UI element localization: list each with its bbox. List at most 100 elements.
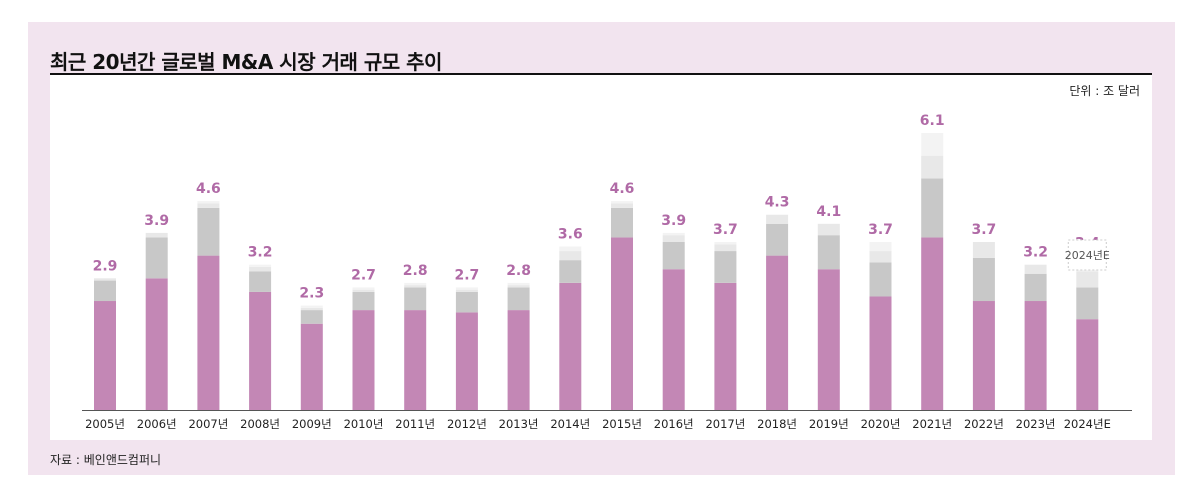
x-tick-label: 2009년	[292, 417, 332, 431]
chart-panel	[50, 75, 1152, 440]
bar-segment-12-2	[714, 244, 737, 252]
bar-segment-16-1	[921, 178, 944, 238]
bar-segment-14-0	[817, 269, 840, 410]
value-label: 3.9	[144, 213, 169, 229]
source-label: 자료 : 베인앤드컴퍼니	[50, 453, 162, 467]
value-label: 2.8	[506, 263, 531, 279]
bar-segment-10-3	[611, 201, 633, 204]
value-label: 3.7	[713, 222, 738, 238]
estimate-box	[1067, 239, 1107, 271]
bar-segment-3-0	[249, 291, 272, 410]
bar-segment-9-1	[559, 260, 582, 283]
title-rule	[50, 73, 1152, 75]
bar-segment-6-0	[404, 310, 427, 410]
bar-segment-2-3	[197, 201, 220, 204]
x-tick-label: 2021년	[912, 417, 952, 431]
x-tick-label: 2020년	[861, 417, 901, 431]
x-tick-label: 2005년	[85, 417, 125, 431]
bar-segment-14-1	[817, 235, 840, 270]
bar-segment-9-3	[559, 246, 582, 252]
bar-segment-0-0	[94, 301, 116, 410]
value-label: 2.3	[299, 286, 324, 302]
bar-segment-16-2	[921, 155, 944, 179]
bar-segment-3-2	[249, 266, 272, 272]
bar-segment-12-1	[714, 251, 737, 283]
bar-segment-6-2	[404, 285, 427, 288]
bar-segment-19-1	[1076, 287, 1099, 320]
bar-segment-10-2	[611, 203, 633, 208]
bar-segment-11-1	[662, 241, 685, 270]
bar-segment-7-1	[455, 291, 478, 313]
x-tick-label: 2016년	[654, 417, 694, 431]
unit-label: 단위 : 조 달러	[1069, 84, 1140, 98]
value-label: 3.2	[248, 245, 273, 261]
value-label: 3.6	[558, 227, 583, 243]
value-label: 6.1	[920, 113, 945, 129]
bar-segment-4-2	[300, 307, 323, 311]
bar-segment-12-3	[714, 241, 737, 245]
bar-segment-6-1	[404, 287, 427, 311]
value-label: 4.3	[765, 195, 790, 211]
bar-segment-4-0	[300, 323, 323, 410]
bar-segment-3-3	[249, 264, 272, 267]
bar-segment-11-2	[662, 235, 685, 242]
x-tick-label: 2013년	[499, 417, 539, 431]
bar-segment-1-0	[145, 278, 168, 410]
bar-segment-15-0	[869, 296, 892, 410]
bar-segment-1-1	[145, 237, 168, 279]
x-tick-label: 2008년	[240, 417, 280, 431]
bar-segment-8-3	[507, 282, 530, 286]
x-tick-label: 2017년	[705, 417, 745, 431]
value-label: 2.9	[93, 258, 118, 274]
bar-segment-7-0	[455, 312, 478, 410]
chart-title: 최근 20년간 글로벌 M&A 시장 거래 규모 추이	[50, 50, 442, 74]
bar-segment-18-1	[1024, 273, 1047, 302]
value-label: 4.6	[196, 181, 221, 197]
value-label: 3.9	[661, 213, 686, 229]
x-tick-label: 2023년	[1016, 417, 1056, 431]
x-tick-label: 2019년	[809, 417, 849, 431]
x-tick-label: 2011년	[395, 417, 435, 431]
bar-segment-14-2	[817, 223, 840, 236]
bar-segment-4-1	[300, 310, 323, 324]
bar-segment-1-2	[145, 232, 168, 238]
value-label: 3.2	[1023, 245, 1048, 261]
bar-segment-4-3	[300, 305, 323, 308]
bar-segment-5-2	[352, 289, 375, 292]
bar-segment-11-0	[662, 269, 685, 410]
bar-segment-17-1	[972, 257, 995, 302]
x-tick-label: 2010년	[344, 417, 384, 431]
bar-segment-7-3	[455, 287, 478, 290]
value-label: 4.6	[610, 181, 635, 197]
bar-segment-2-1	[197, 207, 220, 256]
bar-segment-5-0	[352, 310, 375, 410]
value-label: 2.7	[454, 267, 479, 283]
bar-segment-8-0	[507, 310, 530, 410]
bar-segment-7-2	[455, 289, 478, 292]
bar-segment-5-1	[352, 291, 375, 311]
bar-segment-18-2	[1024, 264, 1047, 274]
value-label: 3.7	[971, 222, 996, 238]
bar-segment-12-0	[714, 282, 737, 410]
x-tick-label: 2018년	[757, 417, 797, 431]
x-tick-label: 2014년	[550, 417, 590, 431]
bar-segment-15-3	[869, 241, 892, 252]
bar-segment-9-2	[559, 251, 582, 261]
bar-segment-10-1	[611, 207, 633, 238]
x-tick-label: 2007년	[188, 417, 228, 431]
bar-segment-16-3	[921, 133, 944, 156]
value-label: 2.8	[403, 263, 428, 279]
bar-segment-19-0	[1076, 319, 1099, 410]
bar-segment-8-1	[507, 287, 530, 311]
bar-segment-15-2	[869, 251, 892, 263]
bar-segment-8-2	[507, 285, 530, 288]
bar-segment-18-0	[1024, 301, 1047, 410]
bar-segment-13-0	[766, 255, 789, 410]
bar-segment-17-0	[972, 301, 995, 410]
bar-segment-15-1	[869, 262, 892, 297]
bar-segment-6-3	[404, 282, 427, 286]
bar-segment-2-2	[197, 203, 220, 208]
bar-segment-10-0	[611, 237, 633, 410]
value-label: 3.7	[868, 222, 893, 238]
